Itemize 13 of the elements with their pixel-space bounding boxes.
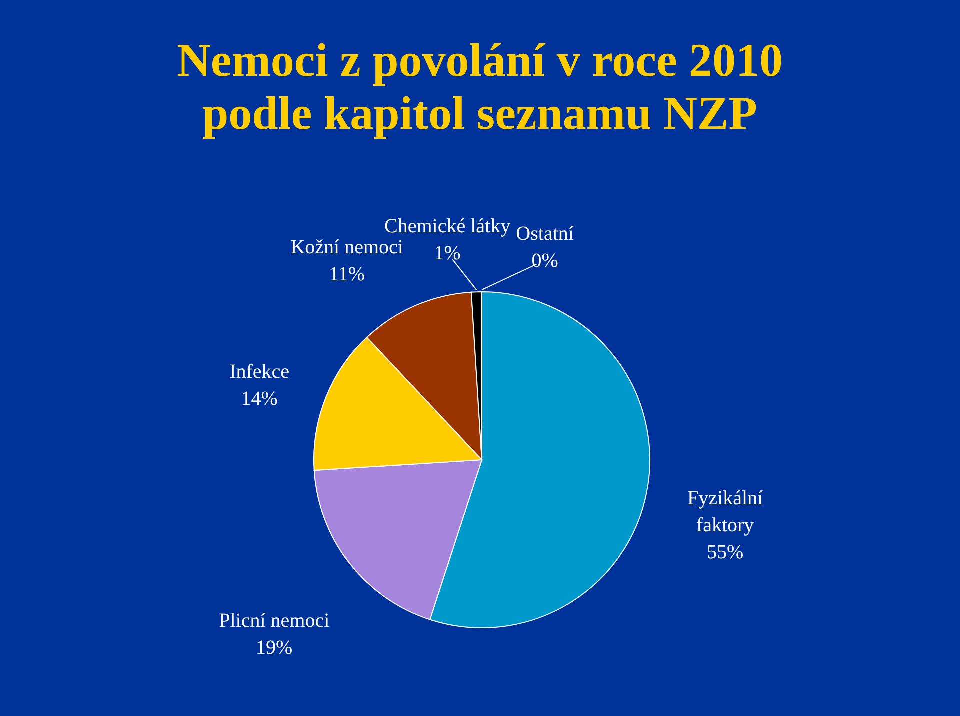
slice-label: Kožní nemoci (290, 236, 404, 258)
slice-label: Chemické látky (384, 216, 511, 238)
slice-label: Fyzikální faktory (688, 488, 764, 537)
data-label: 1% (434, 242, 461, 265)
text: 0% (532, 250, 558, 272)
data-label: 14% (241, 388, 278, 410)
category-label: Ostatní (516, 223, 574, 246)
data-label: 11% (329, 263, 366, 286)
data-label: 55% (706, 542, 744, 564)
slice-label: Plicní nemoci (219, 610, 330, 632)
data-label: 19% (256, 637, 293, 660)
chart-title: Nemoci z povolání v roce 2010 podle kapitol seznamu NZP (176, 35, 784, 140)
slice-label: Infekce (230, 360, 290, 383)
